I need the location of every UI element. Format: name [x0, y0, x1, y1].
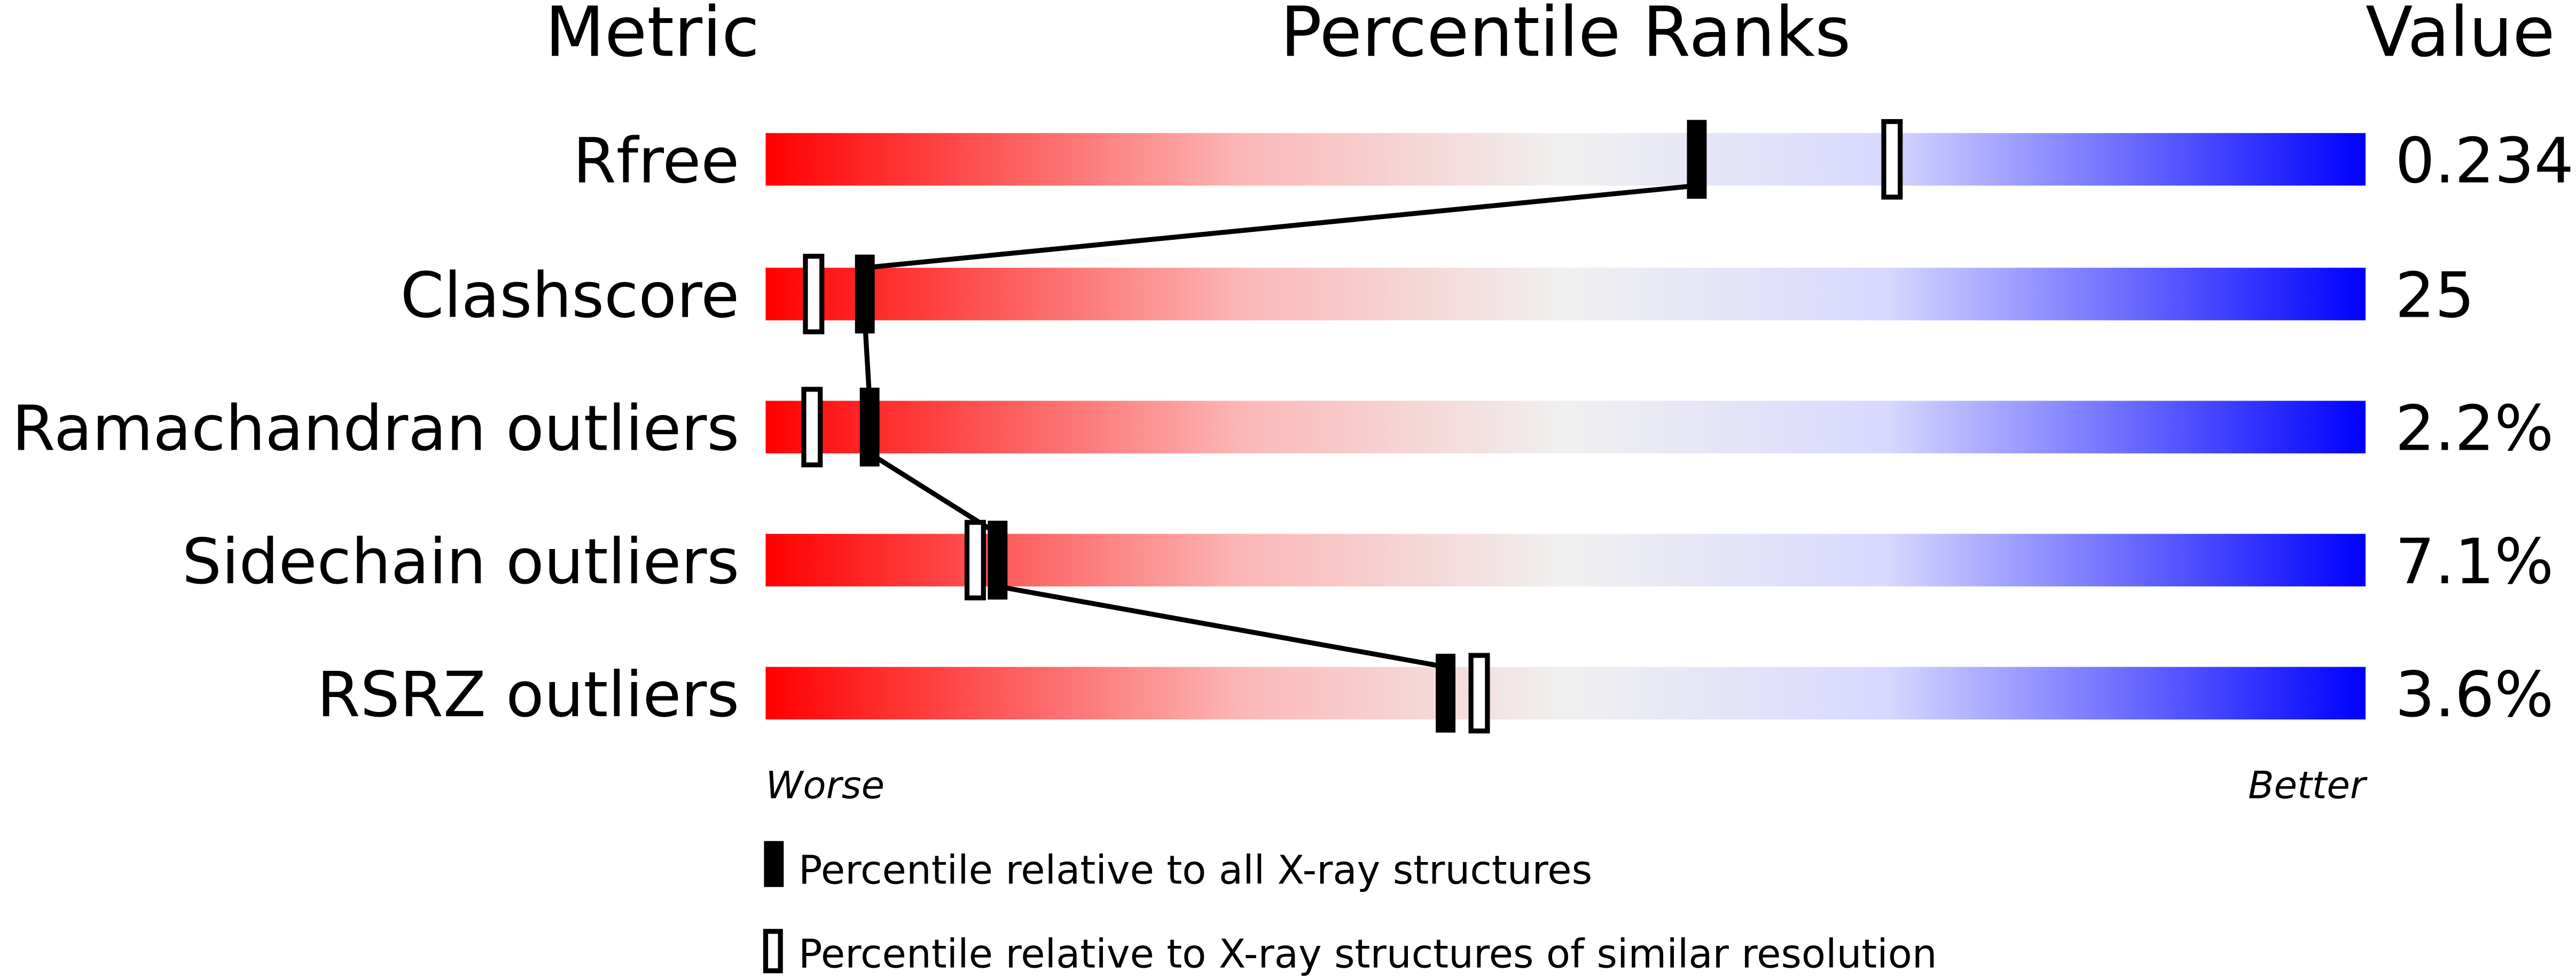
connector-line	[862, 320, 872, 401]
marker-all-structures	[988, 520, 1008, 600]
metric-value: 0.234	[2395, 124, 2574, 197]
marker-similar-resolution	[801, 387, 823, 467]
percentile-bar	[765, 268, 2366, 320]
metric-value: 7.1%	[2395, 526, 2554, 598]
marker-all-structures	[855, 254, 875, 334]
percentile-bar	[765, 133, 2366, 186]
metric-label: Clashscore	[401, 260, 740, 332]
worse-label: Worse	[765, 763, 884, 808]
connector-line	[997, 584, 1446, 670]
legend-filled-marker	[764, 841, 784, 887]
connector-line	[864, 183, 1697, 270]
header-percentile-ranks: Percentile Ranks	[1280, 0, 1851, 73]
marker-all-structures	[1436, 654, 1456, 733]
metric-value: 2.2%	[2395, 393, 2554, 465]
header-value: Value	[2366, 0, 2555, 73]
marker-similar-resolution	[1881, 119, 1903, 200]
legend-label-similar: Percentile relative to X-ray structures …	[798, 931, 1937, 977]
marker-similar-resolution	[1468, 653, 1490, 734]
marker-similar-resolution	[964, 520, 986, 601]
legend-open-marker	[763, 929, 783, 974]
header-metric: Metric	[545, 0, 760, 73]
metric-label: RSRZ outliers	[317, 659, 739, 731]
metric-value: 25	[2395, 260, 2475, 332]
legend-label-all: Percentile relative to all X-ray structu…	[798, 848, 1592, 894]
marker-similar-resolution	[803, 254, 825, 334]
metric-label: Rfree	[573, 124, 740, 197]
better-label: Better	[2248, 763, 2368, 808]
metric-label: Ramachandran outliers	[12, 393, 739, 465]
percentile-bar	[765, 667, 2366, 720]
percentile-bar	[765, 401, 2366, 453]
metric-value: 3.6%	[2395, 659, 2554, 731]
metric-label: Sidechain outliers	[182, 526, 739, 598]
percentile-bar	[765, 534, 2366, 586]
marker-all-structures	[859, 387, 880, 467]
marker-all-structures	[1687, 120, 1707, 199]
